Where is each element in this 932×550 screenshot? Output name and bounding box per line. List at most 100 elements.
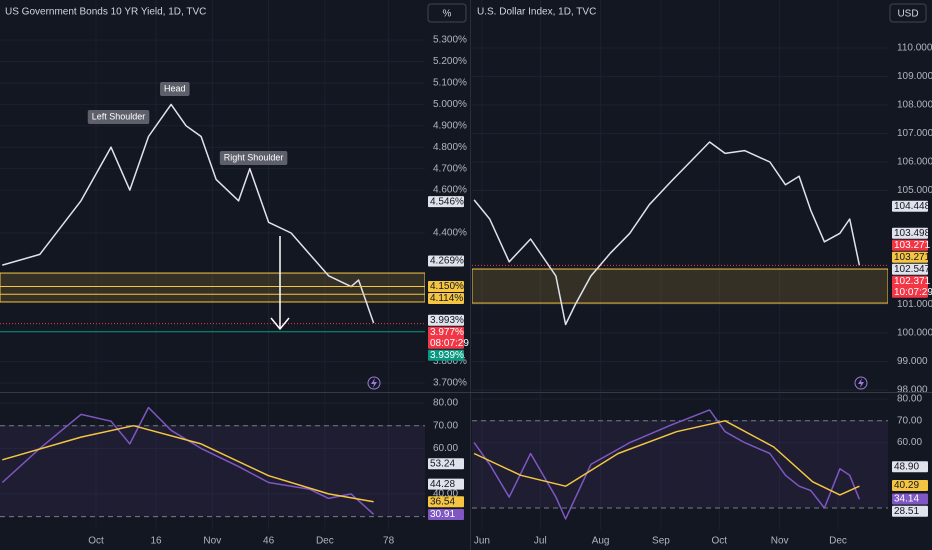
unit-button-box xyxy=(427,3,467,23)
y-tick-label: 107.000 xyxy=(897,128,932,139)
price-label-bg xyxy=(428,349,464,361)
x-tick-label: Oct xyxy=(88,536,104,547)
x-tick-label: 46 xyxy=(263,536,275,547)
y-tick-label: 98.000 xyxy=(897,385,928,396)
price-label: 36.54 xyxy=(430,496,455,507)
price-label: 4.546% xyxy=(430,196,464,207)
target-arrow xyxy=(270,236,290,331)
unit-button[interactable]: USD xyxy=(889,3,927,23)
y-tick-label: 60.00 xyxy=(897,437,922,448)
x-tick-label: Dec xyxy=(316,536,334,547)
y-tick-label: 109.000 xyxy=(897,71,932,82)
price-label: 44.28 xyxy=(430,479,455,490)
y-tick-label: 108.000 xyxy=(897,100,932,111)
y-tick-label: 3.700% xyxy=(433,378,467,389)
price-label: 48.90 xyxy=(894,461,919,472)
price-label: 34.14 xyxy=(894,494,919,505)
x-tick-label: Jun xyxy=(474,536,490,547)
price-label-bg xyxy=(892,493,928,505)
x-tick-label: Sep xyxy=(652,536,670,547)
rsi-band xyxy=(472,420,888,508)
x-tick-label: 16 xyxy=(150,536,162,547)
price-label-bg xyxy=(892,251,928,263)
unit-button-box xyxy=(889,3,927,23)
price-label: 3.939% xyxy=(430,350,464,361)
y-tick-label: 80.00 xyxy=(433,398,458,409)
y-tick-label: 60.00 xyxy=(433,443,458,454)
price-label: 53.24 xyxy=(430,458,455,469)
y-tick-label: 5.100% xyxy=(433,78,467,89)
y-tick-label: 40.00 xyxy=(433,489,458,500)
x-tick-label: Jul xyxy=(534,536,547,547)
y-tick-label: 100.000 xyxy=(897,328,932,339)
plot-area xyxy=(0,393,425,530)
countdown: 08:07:29 xyxy=(430,338,469,349)
y-tick-label: 4.900% xyxy=(433,120,467,131)
series-line xyxy=(473,420,860,496)
price-label-bg xyxy=(892,239,928,251)
y-tick-label: 70.00 xyxy=(433,420,458,431)
x-tick-label: Aug xyxy=(592,536,610,547)
series-line xyxy=(473,141,861,326)
price-label-bg xyxy=(428,509,464,521)
y-tick-label: 4.700% xyxy=(433,163,467,174)
alert-icon[interactable] xyxy=(854,376,868,390)
unit-button[interactable]: % xyxy=(427,3,467,23)
chart-title: US Government Bonds 10 YR Yield, 1D, TVC xyxy=(5,7,206,18)
x-tick-label: Nov xyxy=(203,536,221,547)
annotation: Right Shoulder xyxy=(224,152,284,162)
y-tick-label: 3.800% xyxy=(433,356,467,367)
plot-area xyxy=(472,393,888,530)
series-line xyxy=(473,409,861,520)
price-label: 28.51 xyxy=(894,506,919,517)
price-label-bg xyxy=(428,326,464,349)
price-label: 3.993% xyxy=(430,315,464,326)
y-tick-label: 5.200% xyxy=(433,56,467,67)
price-label: 102.547 xyxy=(894,264,931,275)
annotation: Left Shoulder xyxy=(92,111,146,121)
y-tick-label: 106.000 xyxy=(897,157,932,168)
y-tick-label: 70.00 xyxy=(897,415,922,426)
y-tick-label: 4.400% xyxy=(433,228,467,239)
zone xyxy=(0,272,425,303)
x-tick-label: Nov xyxy=(771,536,789,547)
price-label-bg xyxy=(892,480,928,492)
series-line xyxy=(2,103,375,324)
price-label-bg xyxy=(428,496,464,508)
chart-title: U.S. Dollar Index, 1D, TVC xyxy=(477,7,596,18)
plot-area xyxy=(0,0,425,392)
price-label-bg xyxy=(428,478,464,490)
series-line xyxy=(2,424,374,503)
x-tick-label: 78 xyxy=(383,536,395,547)
price-label: 103.271 xyxy=(894,240,931,251)
price-label: 4.114% xyxy=(430,293,463,304)
price-label-bg xyxy=(892,275,928,298)
y-tick-label: 5.300% xyxy=(433,35,467,46)
price-label-bg xyxy=(428,314,464,326)
y-tick-label: 99.000 xyxy=(897,356,928,367)
zone xyxy=(472,268,888,304)
price-label: 40.29 xyxy=(894,480,919,491)
price-label-bg xyxy=(892,227,928,239)
price-label-bg xyxy=(892,505,928,517)
price-label: 104.448 xyxy=(894,201,931,212)
countdown: 10:07:29 xyxy=(894,287,932,298)
price-label-bg xyxy=(892,263,928,275)
price-label-bg xyxy=(892,200,928,212)
price-label: 4.150% xyxy=(430,281,464,292)
price-label: 103.498 xyxy=(894,228,931,239)
alert-icon[interactable] xyxy=(367,376,381,390)
price-label-bg xyxy=(428,293,464,305)
price-label-bg xyxy=(892,461,928,473)
price-label: 4.269% xyxy=(430,256,464,267)
y-tick-label: 4.800% xyxy=(433,142,467,153)
x-tick-label: Dec xyxy=(829,536,847,547)
price-label-bg xyxy=(428,458,464,470)
annotation-box xyxy=(160,81,190,96)
price-label: 102.371 xyxy=(894,276,931,287)
price-label: 3.977% xyxy=(430,327,464,338)
